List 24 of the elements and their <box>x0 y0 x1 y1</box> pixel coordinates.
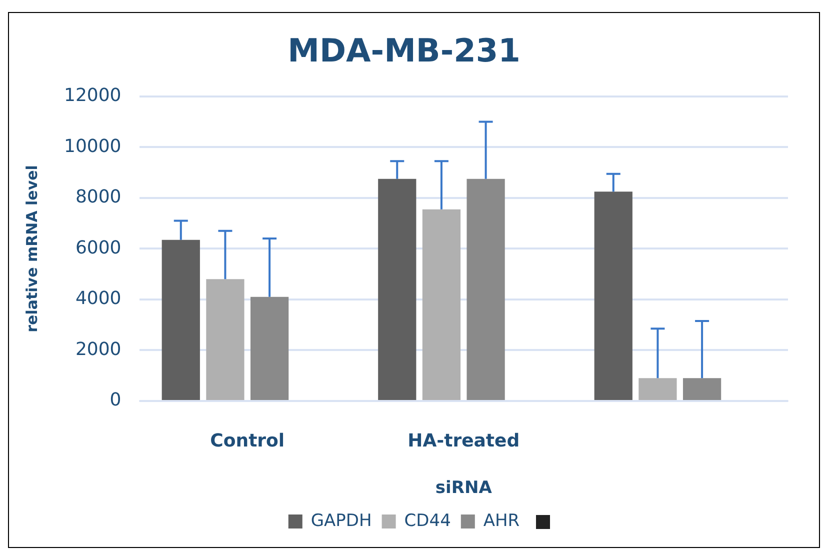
bar <box>638 378 677 400</box>
y-tick-label: 8000 <box>75 186 122 208</box>
bar <box>162 240 200 400</box>
bar <box>594 192 632 400</box>
bar <box>378 178 416 400</box>
bar <box>250 296 289 400</box>
y-tick-label: 10000 <box>64 136 122 157</box>
legend-label: AHR <box>483 510 520 531</box>
legend-label: CD44 <box>404 510 451 531</box>
bar <box>206 279 244 400</box>
x-tick-label: HA-treated <box>408 430 520 452</box>
y-axis-title: relative mRNA level <box>22 165 41 332</box>
y-tick-label: 2000 <box>75 338 122 360</box>
chart-title: MDA-MB-231 <box>288 32 520 70</box>
x-axis-title: siRNA <box>435 478 493 498</box>
bar <box>682 378 722 400</box>
y-tick-label: 12000 <box>64 85 122 106</box>
y-tick-label: 6000 <box>75 237 122 258</box>
bar <box>466 178 505 400</box>
bar <box>422 209 461 400</box>
y-tick-label: 4000 <box>75 288 122 310</box>
legend-label: GAPDH <box>310 510 372 531</box>
y-tick-label: 0 <box>110 390 122 411</box>
x-tick-label: Control <box>210 430 285 452</box>
